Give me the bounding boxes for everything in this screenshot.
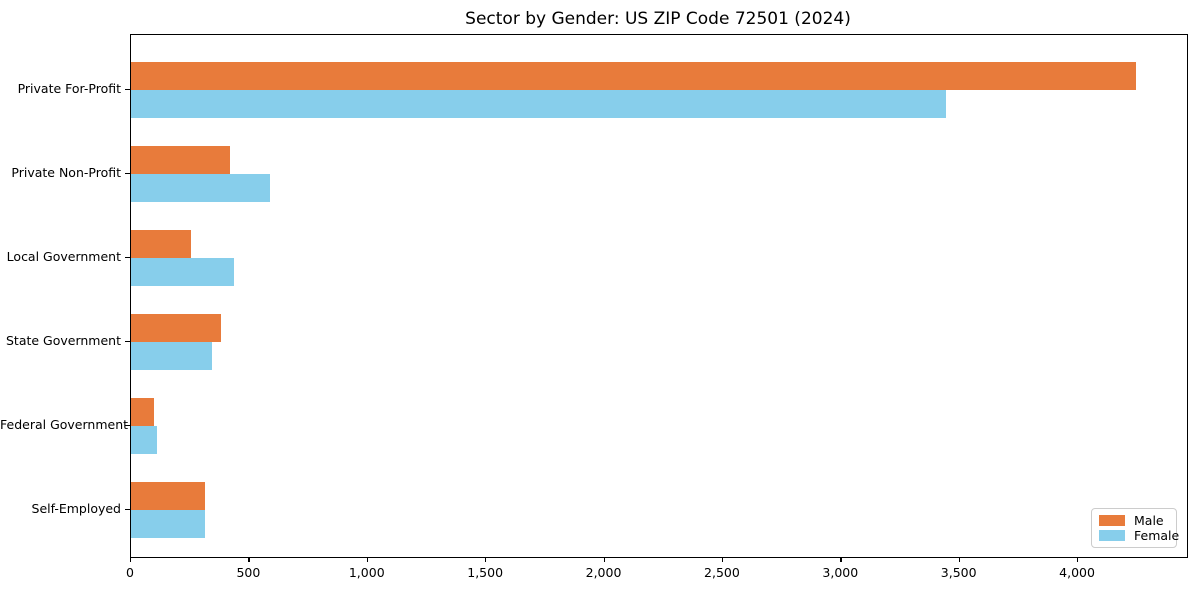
male-bar-private-non-profit [131, 146, 230, 174]
x-tick-mark [366, 557, 369, 563]
y-tick-mark [125, 173, 130, 175]
y-axis-label-private-for-profit: Private For-Profit [17, 81, 121, 96]
x-tick-label: 3,500 [940, 565, 977, 580]
y-axis-label-state-government: State Government [5, 333, 121, 348]
x-tick-mark [248, 557, 250, 563]
chart-title: Sector by Gender: US ZIP Code 72501 (202… [465, 9, 851, 29]
male-series-swatch [1099, 515, 1125, 526]
y-axis-label-federal-government: Federal Government [0, 417, 129, 432]
x-tick-mark [130, 557, 132, 563]
y-tick-mark [125, 509, 130, 511]
plot-area [130, 34, 1188, 558]
legend-label-female: Female [1134, 528, 1180, 543]
male-bar-self-employed [131, 482, 205, 510]
x-tick-mark [721, 557, 724, 563]
x-tick-mark [485, 557, 487, 563]
male-bar-federal-government [131, 398, 154, 426]
female-bar-private-non-profit [131, 174, 270, 202]
x-tick-mark [603, 557, 605, 563]
y-axis-label-self-employed: Self-Employed [31, 501, 121, 516]
x-tick-mark [958, 557, 960, 563]
female-bar-state-government [131, 342, 212, 370]
male-bar-local-government [131, 230, 192, 258]
y-tick-mark [125, 89, 130, 91]
x-tick-label: 500 [236, 565, 261, 580]
x-tick-label: 2,000 [585, 565, 622, 580]
y-tick-mark [125, 425, 130, 427]
y-tick-mark [125, 257, 130, 259]
x-tick-label: 4,000 [1059, 565, 1095, 580]
legend-label-male: Male [1134, 513, 1164, 528]
female-bar-federal-government [131, 426, 158, 454]
x-tick-label: 1,500 [467, 565, 504, 580]
legend: Male Female [1091, 508, 1179, 548]
female-bar-private-for-profit [131, 90, 946, 118]
legend-item-male: Male [1099, 513, 1169, 528]
male-bar-state-government [131, 314, 222, 342]
x-tick-label: 0 [126, 565, 134, 580]
female-bar-local-government [131, 258, 234, 286]
female-bar-self-employed [131, 510, 206, 538]
x-tick-mark [840, 557, 842, 563]
male-bar-private-for-profit [131, 62, 1137, 90]
legend-item-female: Female [1099, 528, 1179, 543]
x-tick-label: 2,500 [704, 565, 740, 580]
x-tick-mark [1077, 557, 1079, 563]
y-axis-label-private-non-profit: Private Non-Profit [11, 165, 121, 180]
x-tick-label: 3,000 [822, 565, 859, 580]
x-tick-label: 1,000 [348, 565, 385, 580]
y-axis-label-local-government: Local Government [6, 249, 121, 264]
female-series-swatch [1099, 530, 1125, 541]
y-tick-mark [125, 341, 130, 343]
